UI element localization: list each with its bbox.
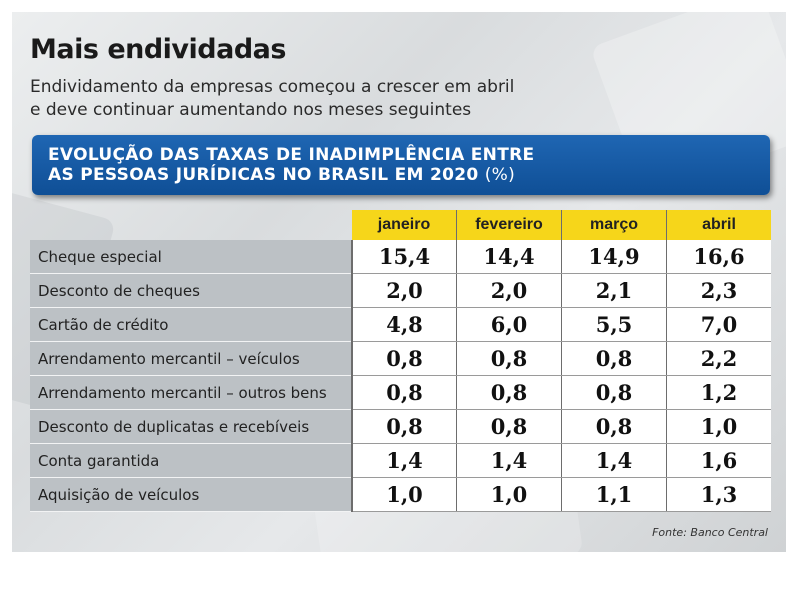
table-row: Conta garantida 1,4 1,4 1,4 1,6 [30,443,771,478]
cell-value: 4,8 [351,307,457,342]
banner-line-1: EVOLUÇÃO DAS TAXAS DE INADIMPLÊNCIA ENTR… [48,145,535,165]
row-label: Arrendamento mercantil – veículos [30,341,352,376]
cell-value: 2,3 [666,273,771,308]
table-row: Desconto de cheques 2,0 2,0 2,1 2,3 [30,273,771,308]
table-row: Desconto de duplicatas e recebíveis 0,8 … [30,409,771,444]
banner-line-2-text: AS PESSOAS JURÍDICAS NO BRASIL EM 2020 [48,165,479,185]
column-header-marco: março [561,210,667,240]
cell-value: 1,0 [351,477,457,512]
table-row: Arrendamento mercantil – veículos 0,8 0,… [30,341,771,376]
cell-value: 16,6 [666,240,771,274]
cell-value: 0,8 [456,341,562,376]
cell-value: 0,8 [561,409,667,444]
subtitle-line-1: Endividamento da empresas começou a cres… [30,77,515,97]
cell-value: 2,2 [666,341,771,376]
table-row: Aquisição de veículos 1,0 1,0 1,1 1,3 [30,477,771,512]
infographic-card: Mais endividadas Endividamento da empres… [12,12,786,552]
cell-value: 0,8 [351,409,457,444]
source-note: Fonte: Banco Central [652,526,768,539]
cell-value: 2,1 [561,273,667,308]
cell-value: 0,8 [351,375,457,410]
table-row: Cheque especial 15,4 14,4 14,9 16,6 [30,240,771,274]
cell-value: 1,4 [561,443,667,478]
cell-value: 1,4 [456,443,562,478]
row-label: Desconto de duplicatas e recebíveis [30,409,352,444]
banner-unit: (%) [484,165,516,185]
column-header-fevereiro: fevereiro [456,210,562,240]
cell-value: 1,3 [666,477,771,512]
table-row: Arrendamento mercantil – outros bens 0,8… [30,375,771,410]
cell-value: 1,1 [561,477,667,512]
cell-value: 1,4 [351,443,457,478]
row-label: Conta garantida [30,443,352,478]
cell-value: 14,9 [561,240,667,274]
cell-value: 7,0 [666,307,771,342]
cell-value: 0,8 [561,341,667,376]
cell-value: 2,0 [351,273,457,308]
column-header-abril: abril [666,210,771,240]
row-label: Cartão de crédito [30,307,352,342]
cell-value: 14,4 [456,240,562,274]
cell-value: 5,5 [561,307,667,342]
table-title-banner: EVOLUÇÃO DAS TAXAS DE INADIMPLÊNCIA ENTR… [32,135,770,195]
column-header-janeiro: janeiro [352,210,457,240]
subtitle-line-2: e deve continuar aumentando nos meses se… [30,100,472,120]
row-label: Arrendamento mercantil – outros bens [30,375,352,410]
cell-value: 1,0 [666,409,771,444]
table-header-row: janeiro fevereiro março abril [30,210,771,240]
data-table: janeiro fevereiro março abril Cheque esp… [30,210,771,512]
row-label: Desconto de cheques [30,273,352,308]
cell-value: 0,8 [456,375,562,410]
banner-text: EVOLUÇÃO DAS TAXAS DE INADIMPLÊNCIA ENTR… [48,145,534,185]
cell-value: 0,8 [561,375,667,410]
cell-value: 1,0 [456,477,562,512]
row-label: Cheque especial [30,240,352,274]
cell-value: 6,0 [456,307,562,342]
cell-value: 15,4 [351,240,457,274]
cell-value: 2,0 [456,273,562,308]
cell-value: 0,8 [456,409,562,444]
cell-value: 1,6 [666,443,771,478]
table-row: Cartão de crédito 4,8 6,0 5,5 7,0 [30,307,771,342]
row-label: Aquisição de veículos [30,477,352,512]
cell-value: 0,8 [351,341,457,376]
subtitle: Endividamento da empresas começou a cres… [30,76,590,122]
header-corner [30,210,352,240]
cell-value: 1,2 [666,375,771,410]
page-title: Mais endividadas [30,34,286,65]
banner-line-2: AS PESSOAS JURÍDICAS NO BRASIL EM 2020 (… [48,165,534,185]
